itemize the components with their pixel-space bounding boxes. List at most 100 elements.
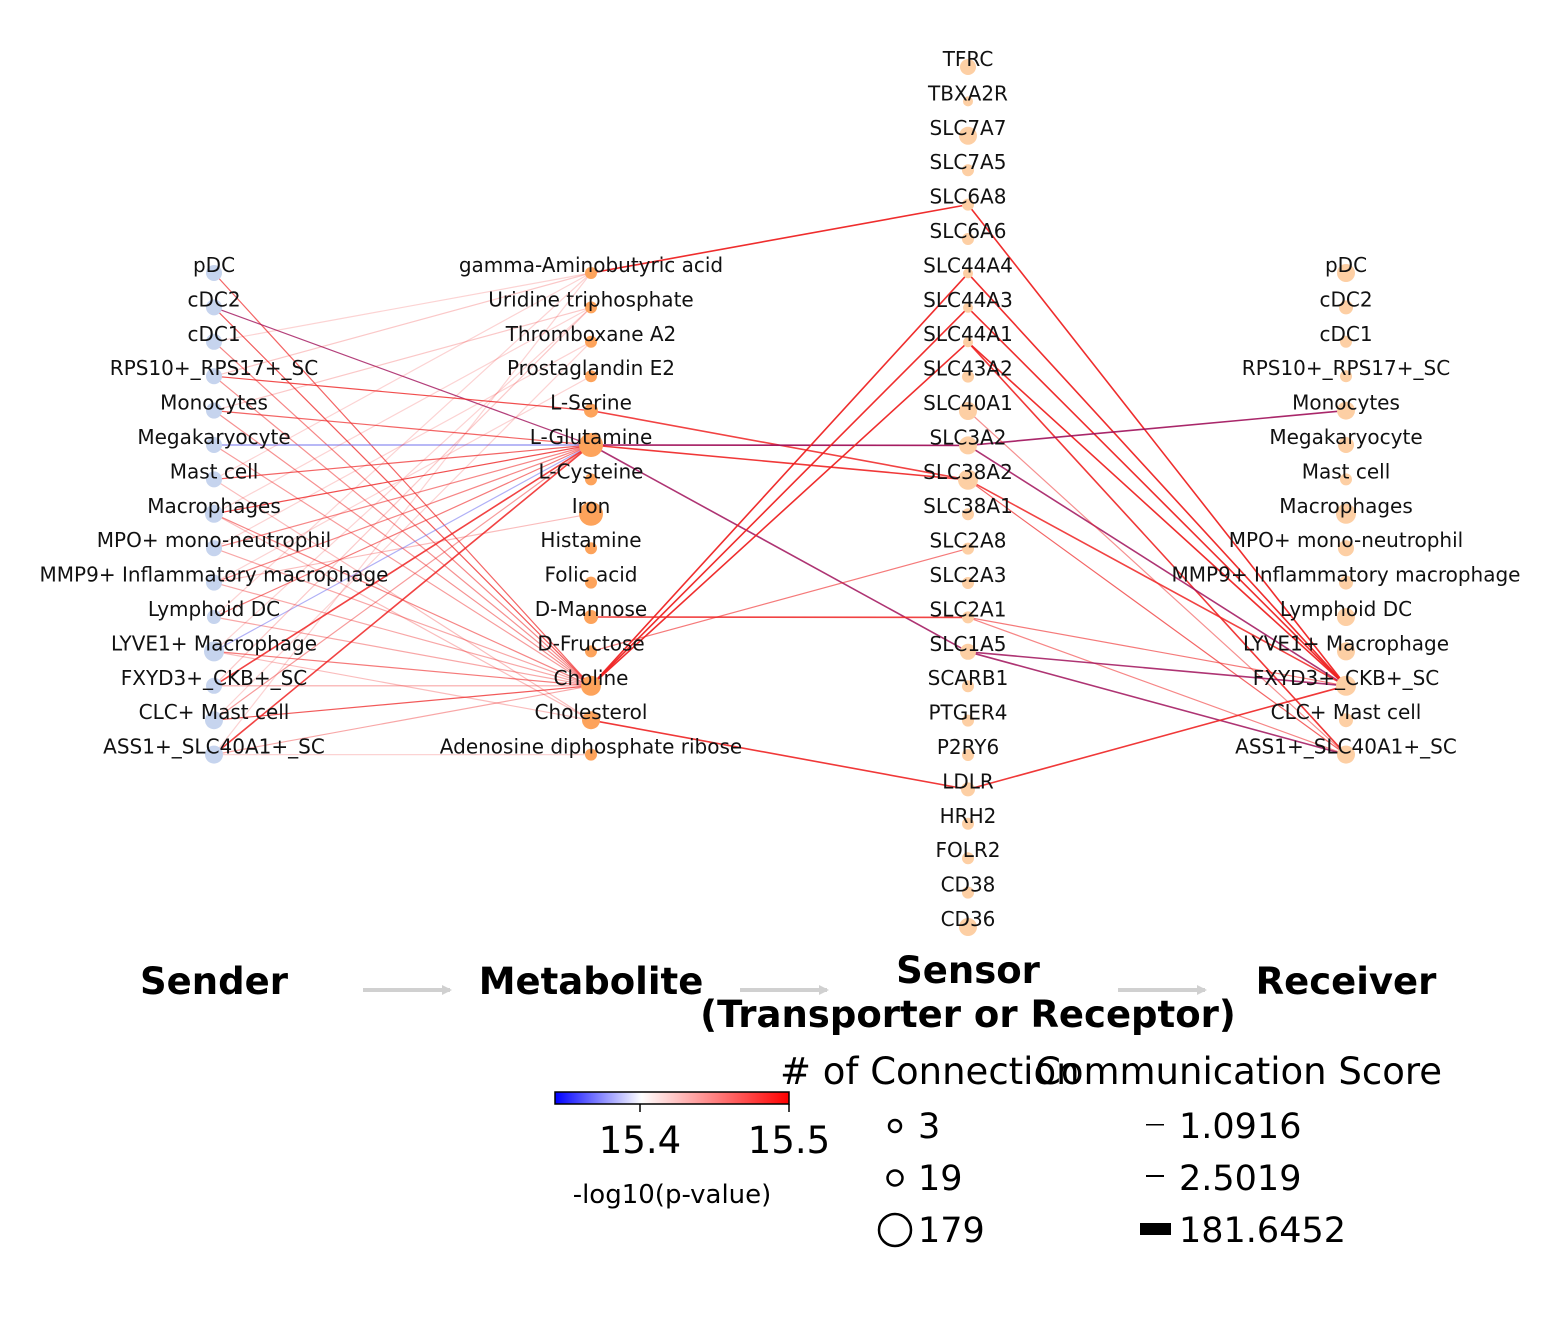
sender-node <box>206 333 222 350</box>
sensor-receiver-edge <box>967 651 1347 756</box>
colorbar: 15.4 15.5 -log10(p-value) <box>554 1091 830 1210</box>
metabolite-label: L-Cysteine <box>539 459 644 483</box>
metabolite-label: Prostaglandin E2 <box>507 356 675 380</box>
metabolite-sensor-edge <box>590 307 969 687</box>
sensor-receiver-edge <box>967 444 1347 687</box>
metabolite-sensor-edge <box>590 272 969 687</box>
sensor-label: SLC2A8 <box>930 529 1007 553</box>
sensor-label: SLC3A2 <box>930 425 1007 449</box>
receiver-node <box>1337 264 1355 282</box>
receiver-node <box>1336 503 1356 524</box>
sensor-receiver-edge <box>967 409 1347 447</box>
sender-label: Macrophages <box>147 494 281 518</box>
receiver-node <box>1339 575 1353 590</box>
sensor-label: LDLR <box>942 769 994 793</box>
connections-legend: # of Connection 3 19 179 <box>780 1050 1080 1251</box>
sender-metabolite-edge <box>213 547 592 687</box>
sensor-node <box>958 469 978 490</box>
sender-metabolite-edge <box>213 375 592 412</box>
metabolite-label: Histamine <box>540 528 641 552</box>
sensor-label: SLC44A4 <box>923 253 1013 277</box>
sender-metabolite-edge <box>213 650 592 721</box>
sensor-receiver-edge <box>967 204 1347 687</box>
metabolite-label: L-Serine <box>550 391 632 415</box>
metabolite-node <box>585 473 597 486</box>
metabolite-node <box>584 610 598 624</box>
sensor-node <box>962 370 974 383</box>
metabolite-node <box>581 675 601 696</box>
sensor-receiver-edge <box>967 341 1347 756</box>
receiver-label: cDC1 <box>1319 322 1372 346</box>
sensor-label: SLC7A5 <box>930 150 1007 174</box>
sender-node <box>204 641 224 662</box>
sender-node <box>206 402 222 419</box>
receiver-node <box>1340 473 1352 486</box>
sensor-node <box>962 233 974 245</box>
metabolite-node <box>585 748 597 761</box>
receiver-node <box>1339 300 1353 315</box>
sensor-receiver-edge <box>967 651 1347 687</box>
score-label-medium: 2.5019 <box>1179 1159 1301 1199</box>
metabolite-node <box>585 645 597 658</box>
sender-metabolite-edge <box>213 650 592 687</box>
sender-metabolite-edge <box>213 444 592 584</box>
sender-label: cDC2 <box>187 287 240 311</box>
receiver-node <box>1338 437 1354 453</box>
receiver-label: pDC <box>1325 253 1367 277</box>
score-marker-small <box>1146 1124 1164 1126</box>
metabolite-node <box>579 501 603 526</box>
sensor-label: TFRC <box>942 47 994 71</box>
sender-node <box>207 610 221 624</box>
sensor-node <box>962 198 974 211</box>
sensor-node <box>959 402 977 420</box>
metabolite-label: L-Glutamine <box>530 425 653 449</box>
sender-node <box>206 677 222 694</box>
receiver-label: MMP9+ Inflammatory macrophage <box>1172 563 1521 587</box>
score-label-small: 1.0916 <box>1179 1107 1301 1147</box>
sender-metabolite-edge <box>213 341 592 721</box>
sensor-node <box>962 749 974 761</box>
sender-node <box>205 745 223 764</box>
sender-node <box>206 471 222 488</box>
metabolite-label: Uridine triphosphate <box>488 287 693 311</box>
sensor-label: TBXA2R <box>927 81 1008 105</box>
score-label-large: 181.6452 <box>1179 1211 1346 1251</box>
metabolite-node <box>585 335 597 348</box>
metabolite-label: Adenosine diphosphate ribose <box>440 735 742 759</box>
sender-metabolite-edge <box>213 306 592 652</box>
sender-metabolite-edge <box>213 306 592 515</box>
receiver-label: CLC+ Mast cell <box>1271 700 1422 724</box>
metabolite-node <box>584 403 598 418</box>
sensor-node <box>962 714 974 727</box>
sensor-node <box>963 96 973 107</box>
sensor-label: FOLR2 <box>935 838 1000 862</box>
sender-metabolite-edge <box>213 341 592 549</box>
sensor-label: PTGER4 <box>928 701 1007 725</box>
metabolite-label: D-Fructose <box>537 631 644 655</box>
sender-metabolite-edge <box>213 444 592 480</box>
sender-metabolite-edge <box>213 444 592 515</box>
metabolite-node <box>585 370 597 383</box>
sensor-node <box>963 337 973 348</box>
edges <box>213 203 1347 791</box>
sensor-label: SLC7A7 <box>930 116 1007 140</box>
sender-label: ASS1+_SLC40A1+_SC <box>103 735 325 759</box>
sender-metabolite-edge <box>213 375 592 584</box>
connections-marker-large <box>877 1212 913 1248</box>
receiver-node <box>1337 745 1355 764</box>
sender-node <box>205 711 223 730</box>
sensor-label: SLC44A1 <box>923 322 1013 346</box>
connections-label-small: 3 <box>918 1107 940 1147</box>
sensor-node <box>959 126 977 145</box>
receiver-label: Macrophages <box>1279 494 1413 518</box>
receiver-node <box>1337 642 1355 661</box>
connections-label-medium: 19 <box>918 1159 963 1199</box>
metabolite-label: Choline <box>554 666 629 690</box>
sensor-label: P2RY6 <box>937 735 999 759</box>
sensor-node <box>963 268 973 279</box>
sender-label: RPS10+_RPS17+_SC <box>110 356 318 380</box>
sensor-receiver-edge <box>967 616 1347 756</box>
sensor-label: CD36 <box>941 907 996 931</box>
metabolite-sensor-edge <box>590 444 969 481</box>
